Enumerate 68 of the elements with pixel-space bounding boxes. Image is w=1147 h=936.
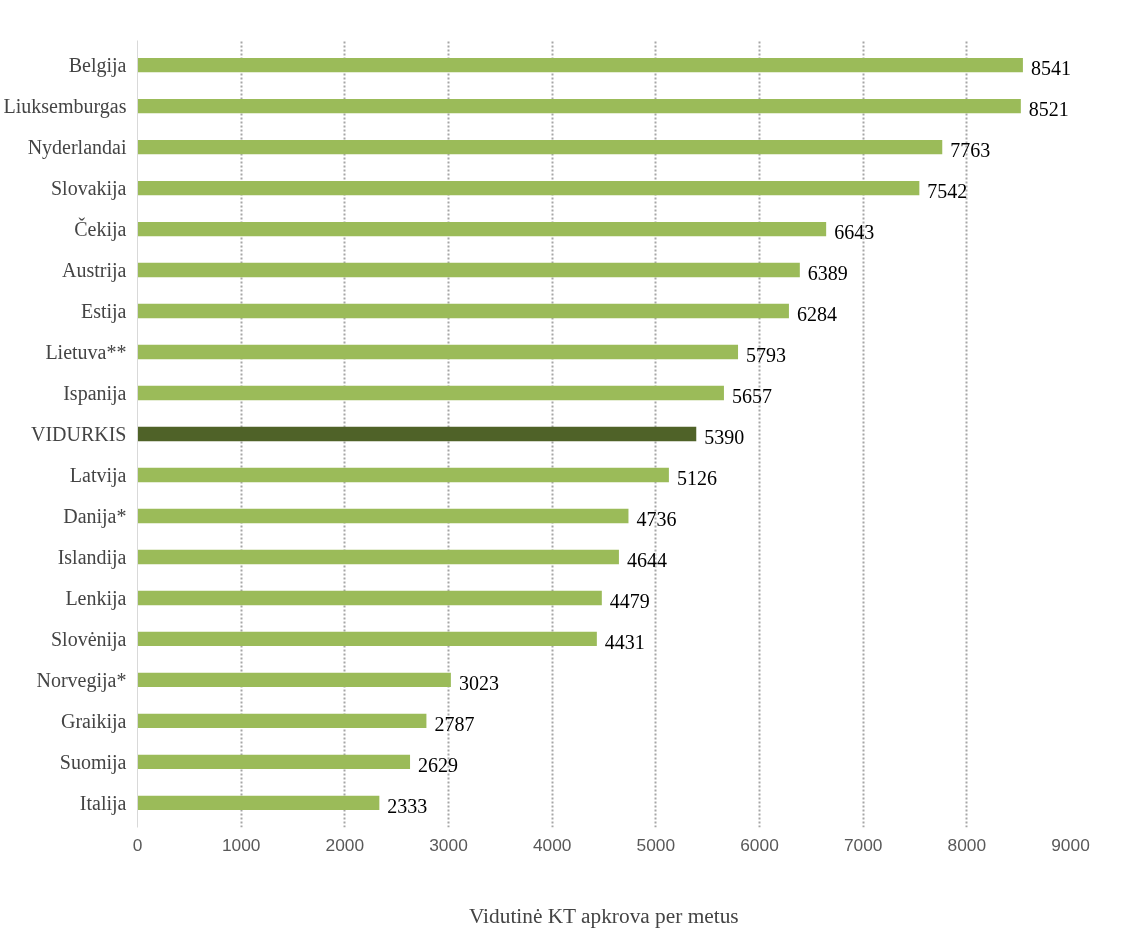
- data-label: 3023: [458, 671, 499, 694]
- y-tick-label: Slovakija: [50, 177, 127, 201]
- data-label: 4736: [636, 507, 677, 530]
- x-tick-label: 3000: [429, 834, 468, 855]
- data-label: 5390: [704, 426, 745, 448]
- data-label: 2333: [387, 794, 428, 817]
- data-label: 6284: [796, 303, 837, 326]
- data-label: 2629: [418, 753, 459, 776]
- y-tick-label: Čekija: [74, 217, 127, 242]
- x-tick-label: 9000: [1051, 834, 1090, 855]
- y-tick-label: Danija*: [63, 504, 127, 528]
- y-tick-label: Lenkija: [65, 586, 127, 610]
- y-tick-label: Islandija: [57, 545, 127, 569]
- bar: [137, 795, 380, 811]
- bar: [137, 303, 789, 319]
- x-tick-label: 4000: [532, 834, 572, 855]
- data-label: 2787: [434, 712, 475, 735]
- bar: [137, 385, 724, 401]
- x-axis-title: Vidutinė KT apkrova per metus: [469, 903, 739, 928]
- x-tick-label: 5000: [636, 834, 676, 855]
- bar: [137, 508, 629, 524]
- bar: [137, 98, 1021, 114]
- y-tick-label: Graikija: [60, 709, 127, 733]
- y-tick-label: Italija: [79, 791, 127, 815]
- data-label: 6389: [807, 262, 848, 285]
- data-label: 8541: [1030, 57, 1071, 80]
- x-tick-label: 8000: [947, 834, 987, 855]
- bar: [137, 426, 697, 442]
- data-label: 4431: [604, 630, 645, 653]
- y-tick-label: Suomija: [59, 750, 127, 774]
- data-label: 8521: [1028, 98, 1069, 121]
- bar: [137, 467, 669, 483]
- bar: [137, 549, 619, 565]
- data-label: 5793: [746, 344, 787, 367]
- y-tick-label: Norvegija*: [36, 668, 127, 692]
- bar: [137, 344, 739, 360]
- bar: [137, 57, 1023, 73]
- y-tick-label: Austrija: [62, 259, 127, 283]
- data-label: 5126: [676, 466, 717, 489]
- y-tick-label: Ispanija: [63, 382, 127, 406]
- y-tick-label: Latvija: [69, 463, 127, 487]
- bar: [137, 139, 943, 155]
- bar: [137, 590, 602, 606]
- y-tick-label: Nyderlandai: [27, 136, 127, 160]
- bar: [137, 754, 411, 770]
- x-tick-label: 6000: [740, 834, 779, 855]
- data-label: 4644: [626, 548, 667, 571]
- y-tick-label: Liuksemburgas: [3, 95, 127, 119]
- bar: [137, 672, 451, 688]
- y-tick-label: Slovėnija: [50, 627, 127, 651]
- bar: [137, 631, 597, 647]
- bar: [137, 262, 800, 278]
- bar: [137, 713, 427, 729]
- bar: [137, 180, 920, 196]
- data-label: 7542: [927, 180, 968, 203]
- data-label: 7763: [950, 139, 991, 162]
- y-tick-label: Lietuva**: [45, 341, 127, 364]
- x-tick-label: 7000: [843, 834, 883, 855]
- data-label: 4479: [609, 589, 650, 612]
- x-tick-label: 1000: [221, 834, 261, 855]
- data-label: 6643: [834, 221, 875, 244]
- y-tick-label: VIDURKIS: [30, 423, 127, 445]
- bar: [137, 221, 827, 237]
- y-tick-label: Estija: [80, 300, 127, 324]
- x-tick-label: 0: [132, 834, 143, 855]
- y-tick-label: Belgija: [68, 54, 127, 78]
- x-tick-label: 2000: [325, 834, 365, 855]
- data-label: 5657: [731, 385, 772, 408]
